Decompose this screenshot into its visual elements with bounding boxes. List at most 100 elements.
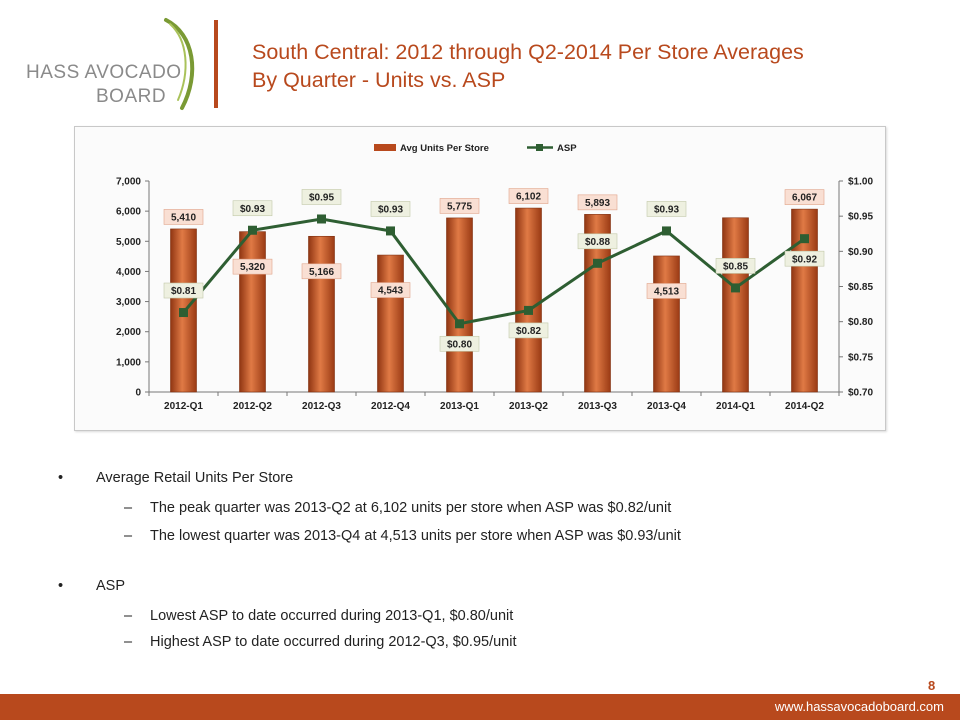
bar bbox=[722, 217, 749, 393]
x-tick-label: 2013-Q3 bbox=[578, 401, 617, 412]
asp-data-label-box bbox=[301, 189, 342, 205]
x-tick-label: 2014-Q1 bbox=[716, 401, 755, 412]
units-data-label: 5,410 bbox=[171, 213, 196, 224]
bullet-text: Average Retail Units Per Store bbox=[96, 470, 294, 486]
units-data-label-box bbox=[646, 283, 687, 299]
units-vs-asp-chart: Avg Units Per Store ASP 0 1,000 2,000 3,000 4,… bbox=[116, 143, 873, 412]
y-tick-label-left: 7,000 bbox=[116, 177, 141, 188]
sub-bullet-text: The peak quarter was 2013-Q2 at 6,102 un… bbox=[150, 500, 672, 516]
units-data-label-box bbox=[577, 194, 618, 211]
asp-marker bbox=[317, 214, 326, 224]
legend-swatch-asp-marker bbox=[536, 144, 543, 151]
legend-swatch-units bbox=[374, 144, 396, 151]
units-data-label-box bbox=[439, 198, 480, 214]
asp-data-label-box bbox=[646, 201, 687, 217]
dash-marker: – bbox=[124, 500, 133, 516]
x-tick-label: 2012-Q4 bbox=[371, 401, 410, 412]
units-data-label-box bbox=[370, 282, 411, 298]
asp-data-label-box bbox=[232, 200, 273, 217]
y-tick-label-left: 3,000 bbox=[116, 297, 141, 308]
asp-data-label: $0.88 bbox=[585, 237, 610, 248]
title-line-1: South Central: 2012 through Q2-2014 Per … bbox=[252, 40, 804, 64]
bar bbox=[308, 235, 335, 393]
asp-data-label-box bbox=[715, 258, 756, 274]
x-tick-label: 2013-Q1 bbox=[440, 401, 479, 412]
sub-bullet-text: Lowest ASP to date occurred during 2013-… bbox=[150, 608, 514, 624]
y-tick-label-right: $0.85 bbox=[848, 282, 873, 293]
units-data-label-box bbox=[784, 189, 825, 205]
y-tick-label-left: 2,000 bbox=[116, 327, 141, 338]
asp-data-label: $0.92 bbox=[792, 254, 817, 265]
asp-data-label-box bbox=[577, 233, 618, 250]
chart-container: Avg Units Per Store ASP 0 1,000 2,000 3,000 4,… bbox=[74, 126, 886, 431]
asp-marker bbox=[593, 258, 602, 268]
asp-data-label: $0.80 bbox=[447, 339, 472, 350]
asp-marker bbox=[455, 319, 464, 329]
logo-text-line1: HASS AVOCADO bbox=[26, 62, 182, 83]
dash-marker: – bbox=[124, 528, 133, 544]
y-tick-label-right: $0.75 bbox=[848, 352, 873, 363]
units-data-label: 5,893 bbox=[585, 198, 610, 209]
legend-label-asp: ASP bbox=[557, 143, 577, 154]
dash-marker: – bbox=[124, 634, 133, 650]
sub-bullet-text: The lowest quarter was 2013-Q4 at 4,513 … bbox=[150, 528, 681, 544]
bar bbox=[239, 231, 266, 393]
bullet-text: ASP bbox=[96, 578, 126, 594]
footer-url: www.hassavocadoboard.com bbox=[774, 699, 944, 714]
x-tick-label: 2012-Q1 bbox=[164, 401, 203, 412]
units-data-label-box bbox=[508, 188, 549, 204]
asp-line bbox=[182, 217, 806, 326]
bullet-marker: • bbox=[58, 470, 64, 486]
units-data-label: 4,543 bbox=[378, 286, 403, 297]
asp-data-label: $0.93 bbox=[654, 205, 679, 216]
dash-marker: – bbox=[124, 608, 133, 624]
asp-marker bbox=[179, 308, 188, 318]
x-tick-label: 2013-Q4 bbox=[647, 401, 686, 412]
legend-label-units: Avg Units Per Store bbox=[400, 143, 489, 154]
asp-marker bbox=[386, 226, 395, 236]
title-line-2: By Quarter - Units vs. ASP bbox=[252, 68, 506, 92]
units-data-label: 4,513 bbox=[654, 287, 679, 298]
asp-data-label-box bbox=[784, 250, 825, 267]
bar bbox=[653, 255, 680, 393]
x-tick-label: 2013-Q2 bbox=[509, 401, 548, 412]
units-data-label: 6,102 bbox=[516, 192, 541, 203]
x-tick-label: 2012-Q3 bbox=[302, 401, 341, 412]
bullet-marker: • bbox=[58, 578, 64, 594]
asp-data-label-box bbox=[163, 282, 204, 299]
units-data-label: 5,166 bbox=[309, 267, 334, 278]
x-tick-label: 2014-Q2 bbox=[785, 401, 824, 412]
y-tick-label-right: $0.90 bbox=[848, 247, 873, 258]
avocado-leaf-icon bbox=[164, 18, 195, 110]
y-tick-label-left: 0 bbox=[135, 388, 141, 399]
units-data-label: 5,775 bbox=[447, 202, 472, 213]
bar bbox=[377, 254, 404, 393]
y-tick-label-right: $1.00 bbox=[848, 177, 873, 188]
asp-data-label: $0.82 bbox=[516, 326, 541, 337]
hass-avocado-board-logo: HASS AVOCADO BOARD bbox=[18, 14, 208, 114]
asp-data-label-box bbox=[508, 322, 549, 339]
asp-data-label: $0.85 bbox=[723, 262, 748, 273]
units-data-label-box bbox=[163, 209, 204, 225]
asp-marker bbox=[800, 234, 809, 244]
asp-data-label: $0.93 bbox=[378, 205, 403, 216]
asp-data-label: $0.81 bbox=[171, 286, 196, 297]
y-tick-label-right: $0.70 bbox=[848, 388, 873, 399]
footer-bar: www.hassavocadoboard.com bbox=[0, 694, 960, 720]
bar bbox=[515, 207, 542, 393]
units-data-label: 5,320 bbox=[240, 262, 265, 273]
y-tick-label-left: 5,000 bbox=[116, 237, 141, 248]
units-data-label-box bbox=[232, 258, 273, 275]
title-divider bbox=[214, 20, 218, 108]
y-tick-label-left: 4,000 bbox=[116, 267, 141, 278]
asp-marker bbox=[662, 226, 671, 236]
asp-data-label-box bbox=[439, 335, 480, 352]
page-number: 8 bbox=[928, 678, 936, 693]
asp-data-label-box bbox=[370, 201, 411, 217]
y-tick-label-right: $0.95 bbox=[848, 212, 873, 223]
sub-bullet-text: Highest ASP to date occurred during 2012… bbox=[150, 634, 517, 650]
logo-text-line2: BOARD bbox=[96, 86, 167, 107]
page-title: South Central: 2012 through Q2-2014 Per … bbox=[252, 38, 942, 94]
asp-data-label: $0.93 bbox=[240, 204, 265, 215]
y-tick-label-right: $0.80 bbox=[848, 317, 873, 328]
